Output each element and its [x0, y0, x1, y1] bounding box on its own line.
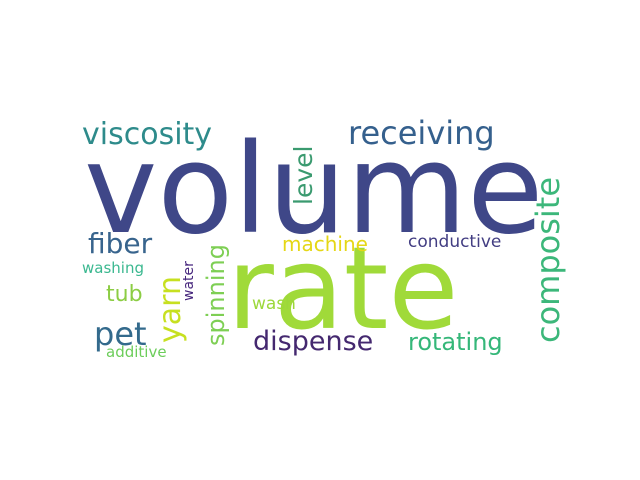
word-machine: machine [282, 234, 368, 254]
word-viscosity: viscosity [82, 120, 212, 150]
word-level: level [291, 146, 316, 205]
word-tub: tub [106, 284, 143, 306]
word-spinning: spinning [204, 244, 228, 346]
word-water: water [182, 261, 196, 301]
word-fiber: fiber [88, 230, 152, 258]
word-receiving: receiving [348, 117, 495, 149]
word-additive: additive [106, 345, 167, 360]
word-conductive: conductive [408, 234, 501, 251]
word-composite: composite [532, 177, 564, 343]
word-wash: wash [252, 296, 296, 313]
word-dispense: dispense [253, 328, 373, 355]
word-washing: washing [82, 261, 144, 276]
word-rotating: rotating [408, 330, 503, 354]
